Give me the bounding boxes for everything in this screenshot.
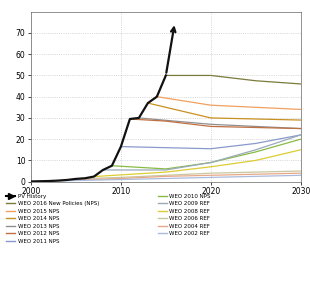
Legend: WEO 2010 NPS, WEO 2009 REF, WEO 2008 REF, WEO 2006 REF, WEO 2004 REF, WEO 2002 R: WEO 2010 NPS, WEO 2009 REF, WEO 2008 REF…: [158, 193, 211, 237]
